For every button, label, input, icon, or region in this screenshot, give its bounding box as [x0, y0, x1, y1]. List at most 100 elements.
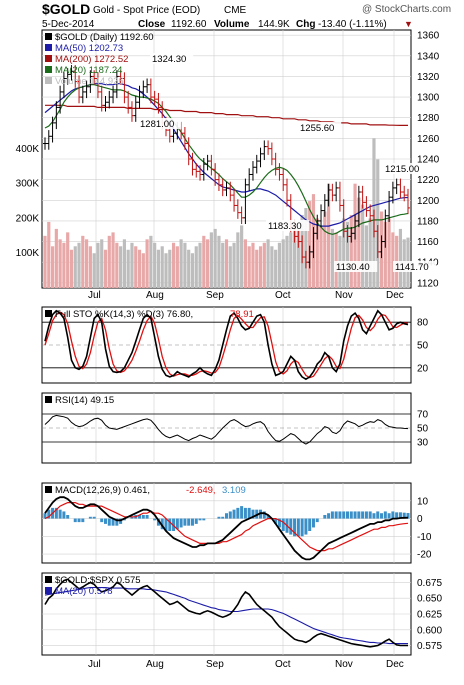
macd-histogram-bar: [406, 513, 410, 519]
macd-histogram-bar: [183, 518, 187, 526]
x-month-label: Jul: [88, 659, 101, 670]
volume-bar: [243, 239, 247, 288]
legend-label: $GOLD:$SPX 0.575: [55, 575, 141, 586]
macd-histogram-bar: [327, 513, 331, 519]
price-annotation-bg: [393, 261, 437, 272]
macd-histogram-bar: [172, 518, 176, 531]
volume-bar: [115, 242, 119, 288]
legend-swatch: [45, 486, 52, 493]
x-month-label: Oct: [275, 290, 291, 301]
volume-bar: [285, 235, 289, 288]
price-annotation-bg: [266, 220, 310, 231]
volume-bar: [149, 235, 153, 288]
volume-bar: [69, 249, 74, 288]
volume-bar: [327, 183, 331, 288]
macd-histogram-bar: [251, 509, 255, 519]
price-annotation-bg: [383, 163, 427, 174]
x-month-label: Sep: [206, 659, 224, 670]
volume-bar: [274, 249, 278, 288]
macd-histogram-bar: [376, 511, 380, 519]
volume-bar: [175, 246, 179, 288]
exchange-label: CME: [224, 5, 247, 16]
legend-swatch: [45, 396, 52, 403]
macd-histogram-bar: [138, 515, 142, 519]
volume-bar: [130, 242, 134, 288]
legend-swatch: [45, 66, 52, 73]
volume-bar: [262, 242, 266, 288]
volume-bar: [296, 225, 300, 288]
y-tick-label: 1200: [417, 196, 440, 207]
macd-histogram-bar: [293, 518, 297, 537]
volume-bar: [145, 239, 149, 288]
volume-bar: [255, 249, 259, 288]
volume-bar: [164, 253, 168, 288]
macd-histogram-bar: [66, 515, 70, 519]
volume-bar: [206, 239, 210, 288]
macd-histogram-bar: [323, 515, 327, 519]
volume-tick-label: 100K: [16, 248, 40, 259]
macd-histogram-bar: [334, 511, 338, 519]
volume-bar: [364, 225, 368, 288]
ratio-line: [44, 578, 408, 648]
macd-histogram-bar: [346, 511, 349, 519]
panel-frame-3: [41, 482, 412, 564]
macd-signal-line: [44, 502, 409, 552]
volume-bar: [141, 253, 145, 288]
volume-bar: [100, 239, 104, 288]
macd-histogram-bar: [402, 512, 406, 519]
macd-histogram-bar: [247, 507, 251, 519]
y-tick-label: 1240: [417, 155, 440, 166]
macd-histogram-bar: [364, 511, 368, 519]
volume-bar: [376, 159, 380, 288]
macd-histogram-bar: [168, 518, 172, 531]
price-annotation: 1324.30: [150, 53, 194, 65]
macd-histogram-bar: [88, 516, 92, 519]
macd-histogram-bar: [361, 511, 365, 519]
y-tick-label: 50: [417, 341, 429, 352]
y-tick-label: 1280: [417, 113, 440, 124]
volume-tick-label: 400K: [16, 144, 40, 155]
ratio-ma20-line: [44, 586, 408, 645]
volume-bar: [103, 249, 108, 288]
x-month-label: Aug: [146, 659, 164, 670]
legend-swatch: [45, 310, 52, 317]
macd-histogram-bar: [387, 513, 391, 519]
volume-bar: [50, 246, 55, 288]
x-month-label: Oct: [275, 659, 291, 670]
x-month-label: Dec: [386, 290, 404, 301]
volume-bar: [137, 249, 142, 288]
macd-histogram-bar: [330, 511, 334, 519]
volume-bar: [126, 249, 130, 288]
volume-bar: [47, 221, 51, 288]
volume-bar: [107, 235, 111, 288]
volume-bar: [153, 242, 157, 288]
macd-histogram-bar: [145, 515, 149, 519]
volume-bar: [304, 208, 308, 288]
sto-k-line: [44, 309, 409, 381]
macd-histogram-bar: [281, 518, 285, 531]
macd-histogram-bar: [92, 516, 96, 519]
price-annotation: 1130.40: [334, 261, 378, 273]
macd-histogram-bar: [236, 507, 240, 519]
volume-bar: [111, 232, 115, 288]
price-annotation-bg: [150, 53, 194, 64]
price-annotation-bg: [334, 261, 378, 272]
volume-bar: [224, 239, 229, 288]
volume-tick-label: 300K: [16, 179, 40, 190]
volume-bar: [349, 214, 353, 288]
macd-histogram-bar: [175, 518, 179, 530]
y-tick-label: 1160: [417, 237, 439, 248]
sto-d-line: [44, 311, 408, 379]
volume-bar: [88, 246, 92, 288]
symbol-title: $GOLD: [42, 1, 90, 17]
volume-bar: [240, 225, 244, 288]
volume-bar: [387, 218, 391, 288]
watermark: @ StockCharts.com: [362, 4, 451, 15]
macd-histogram-bar: [194, 518, 198, 524]
volume-bar: [77, 242, 81, 288]
x-month-label: Jul: [88, 290, 101, 301]
macd-histogram-bar: [304, 518, 308, 535]
macd-histogram-bar: [160, 518, 164, 530]
macd-histogram-bar: [111, 518, 115, 526]
x-month-label: Aug: [146, 290, 164, 301]
